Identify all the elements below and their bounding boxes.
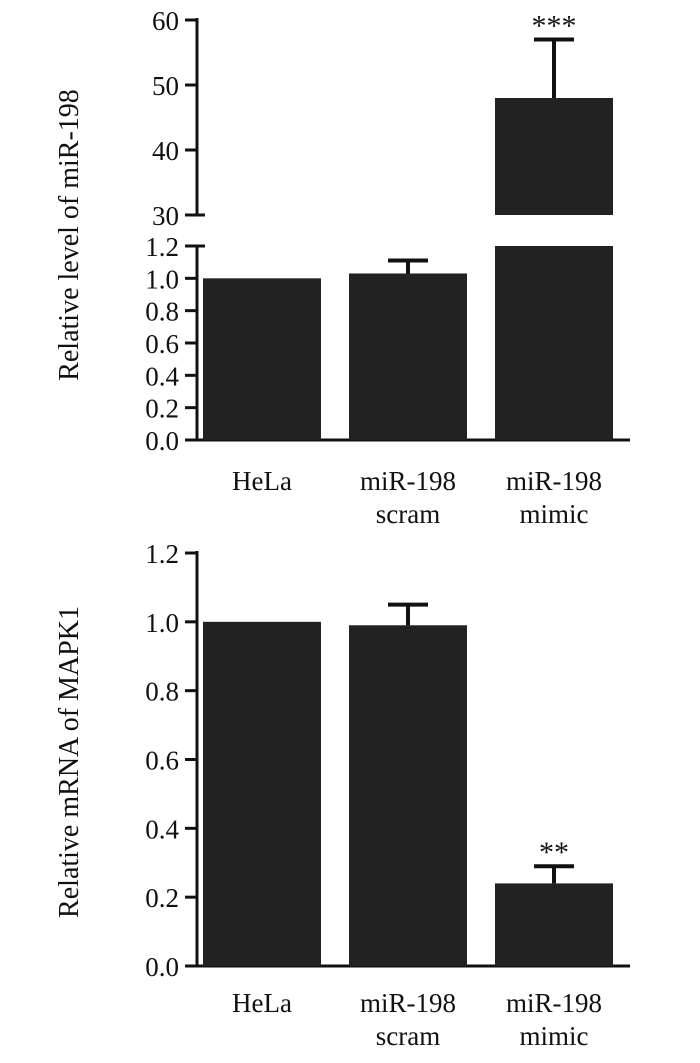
y-tick-label: 0.0 bbox=[145, 952, 179, 982]
y-tick-label: 50 bbox=[152, 71, 179, 101]
bar-upper-segment bbox=[495, 98, 613, 215]
y-tick-label: 30 bbox=[152, 201, 179, 231]
bar bbox=[495, 246, 613, 440]
chart-panel-mir198: 30 40 50 60 0.00.20.40.60.81.01.2 *** HeLa miR-… bbox=[54, 6, 630, 529]
bar bbox=[349, 273, 467, 440]
bar bbox=[203, 278, 321, 440]
bar bbox=[349, 625, 467, 966]
y-tick-label: 60 bbox=[152, 6, 179, 36]
bar bbox=[495, 883, 613, 966]
y-tick-label: 0.6 bbox=[145, 746, 179, 776]
y-tick-label: 1.2 bbox=[145, 232, 179, 262]
y-tick-label: 0.2 bbox=[145, 394, 179, 424]
significance-label: *** bbox=[532, 10, 577, 43]
y-tick-label: 40 bbox=[152, 136, 179, 166]
x-tick-label: miR-198 bbox=[360, 466, 456, 496]
y-tick-label: 1.0 bbox=[145, 608, 179, 638]
x-tick-label: scram bbox=[376, 499, 440, 529]
x-tick-label: mimic bbox=[520, 1021, 589, 1051]
y-tick-label: 0.6 bbox=[145, 329, 179, 359]
y-axis-title: Relative mRNA of MAPK1 bbox=[54, 606, 85, 918]
x-tick-label: miR-198 bbox=[506, 466, 602, 496]
y-tick-label: 0.0 bbox=[145, 426, 179, 456]
x-tick-label: mimic bbox=[520, 499, 589, 529]
y-tick-label: 1.0 bbox=[145, 264, 179, 294]
y-tick-label: 0.2 bbox=[145, 883, 179, 913]
x-tick-label: scram bbox=[376, 1021, 440, 1051]
y-tick-label: 0.4 bbox=[145, 814, 179, 844]
bar bbox=[203, 621, 321, 966]
significance-label: ** bbox=[539, 836, 569, 869]
y-tick-label: 0.4 bbox=[145, 361, 179, 391]
y-tick-label: 1.2 bbox=[145, 539, 179, 569]
y-tick-label: 0.8 bbox=[145, 297, 179, 327]
x-tick-label: miR-198 bbox=[360, 988, 456, 1018]
chart-panel-mapk1: 0.00.20.40.60.81.01.2**HeLa miR-198scramm… bbox=[54, 539, 630, 1051]
y-axis-title: Relative level of miR-198 bbox=[54, 89, 85, 381]
y-tick-label: 0.8 bbox=[145, 677, 179, 707]
x-tick-label: miR-198 bbox=[506, 988, 602, 1018]
x-tick-label: HeLa bbox=[232, 466, 292, 496]
x-tick-label: HeLa bbox=[232, 988, 292, 1018]
